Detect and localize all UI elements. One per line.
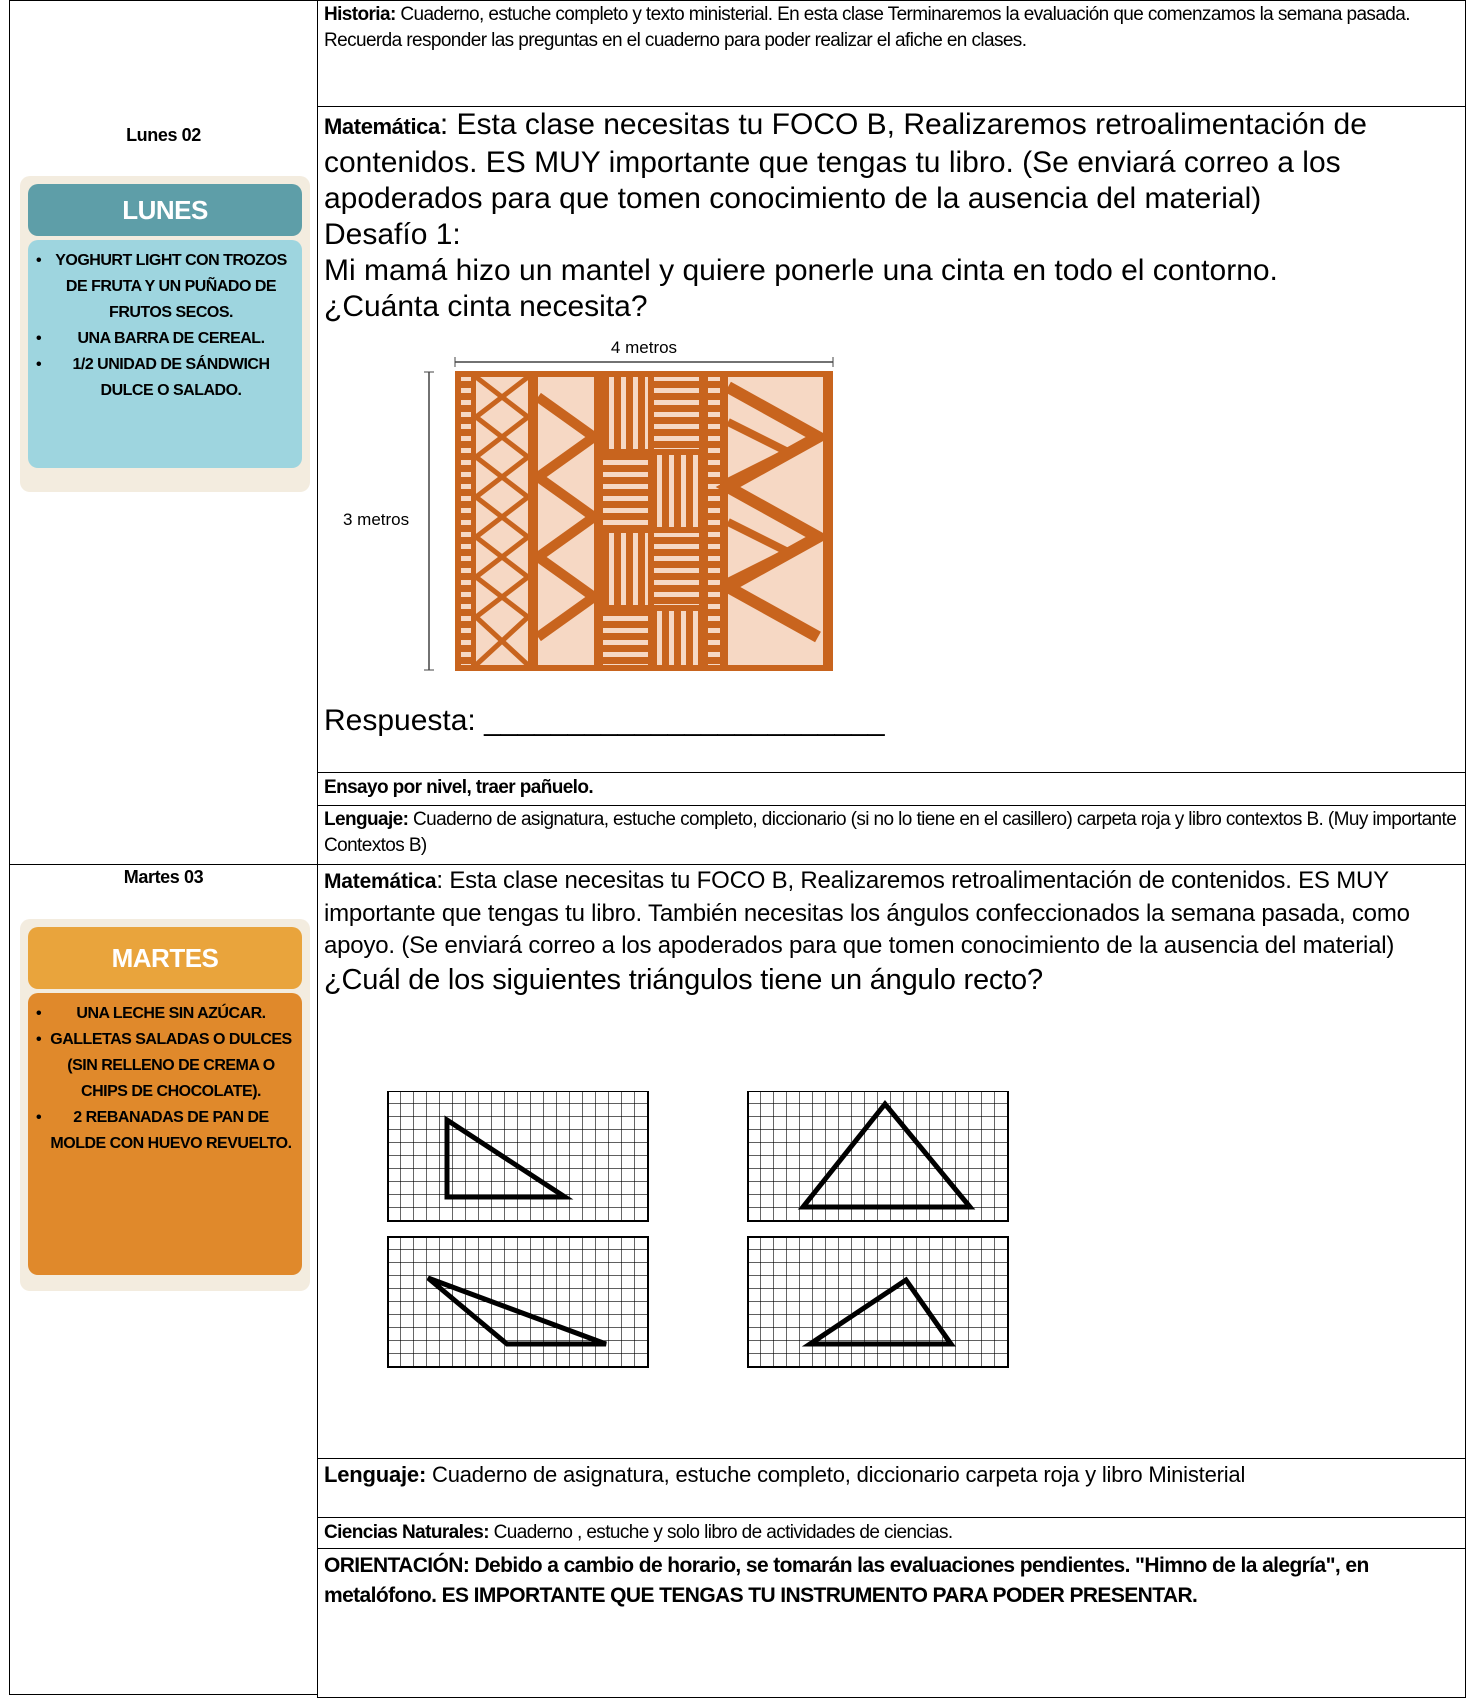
graphic xyxy=(444,1115,574,1200)
graphic xyxy=(747,1236,1009,1368)
card-item: UNA BARRA DE CEREAL. xyxy=(36,326,294,352)
subject-label: Matemática xyxy=(324,870,437,893)
subject-cell: Ensayo por nivel, traer pañuelo. xyxy=(317,772,1466,806)
snack-card: LUNES YOGHURT LIGHT CON TROZOS DE FRUTA … xyxy=(20,176,310,492)
graphic xyxy=(461,377,471,665)
answer-line: Respuesta: ________________________ xyxy=(324,704,885,737)
subject-body: Matemática: Esta clase necesitas tu FOCO… xyxy=(324,865,1459,962)
triangles-figure xyxy=(387,1091,1009,1368)
graphic xyxy=(603,377,648,449)
card-body: YOGHURT LIGHT CON TROZOS DE FRUTA Y UN P… xyxy=(28,240,302,468)
snack-card: MARTES UNA LECHE SIN AZÚCAR. GALLETAS SA… xyxy=(20,919,310,1291)
graphic xyxy=(603,455,648,527)
graphic xyxy=(801,1276,956,1347)
card-title: LUNES xyxy=(28,184,302,236)
subject-label: Matemática xyxy=(324,114,440,139)
graphic xyxy=(708,377,720,665)
tablecloth-figure: 4 metros 3 metros xyxy=(343,338,834,671)
card-item: UNA LECHE SIN AZÚCAR. xyxy=(36,1001,294,1027)
graphic xyxy=(387,1236,649,1368)
subject-text: Cuaderno de asignatura, estuche completo… xyxy=(426,1462,1246,1487)
subject-cell: Lenguaje: Cuaderno de asignatura, estuch… xyxy=(317,1458,1466,1518)
graphic xyxy=(797,1100,976,1210)
subject-label: Ensayo por nivel, traer pañuelo. xyxy=(324,777,594,798)
subject-cell: Ciencias Naturales: Cuaderno , estuche y… xyxy=(317,1517,1466,1549)
subject-label: Lenguaje: xyxy=(324,1462,427,1487)
graphic xyxy=(603,611,648,665)
graphic xyxy=(387,1091,649,1222)
graphic xyxy=(426,1275,607,1347)
subject-text: Cuaderno, estuche completo y texto minis… xyxy=(324,4,1411,51)
graphic xyxy=(654,611,699,665)
question: Mi mamá hizo un mantel y quiere ponerle … xyxy=(324,254,1278,287)
card-item: 1/2 UNIDAD DE SÁNDWICH DULCE O SALADO. xyxy=(36,352,294,404)
graphic xyxy=(654,455,699,527)
graphic xyxy=(529,392,603,642)
graphic xyxy=(747,1091,1009,1222)
card-list: YOGHURT LIGHT CON TROZOS DE FRUTA Y UN P… xyxy=(36,248,294,404)
subject-cell: Lenguaje: Cuaderno de asignatura, estuch… xyxy=(317,805,1466,865)
subject-label: Historia: xyxy=(324,4,396,25)
graphic xyxy=(726,518,797,586)
subject-label: Ciencias Naturales: xyxy=(324,1522,490,1543)
graphic xyxy=(387,1091,649,1222)
height-label: 3 metros xyxy=(343,510,409,529)
subject-text: : Esta clase necesitas tu FOCO B, Realiz… xyxy=(324,108,1367,215)
subject-cell: Historia: Cuaderno, estuche completo y t… xyxy=(317,0,1466,107)
subject-text: Cuaderno , estuche y solo libro de activ… xyxy=(488,1522,954,1543)
subject-label: Lenguaje: xyxy=(324,809,409,830)
subject-text: Cuaderno de asignatura, estuche completo… xyxy=(324,809,1457,856)
subject-cell: Matemática: Esta clase necesitas tu FOCO… xyxy=(317,864,1466,1459)
question: ¿Cuánta cinta necesita? xyxy=(324,290,648,323)
width-label: 4 metros xyxy=(611,338,677,357)
card-item: GALLETAS SALADAS O DULCES (SIN RELLENO D… xyxy=(36,1027,294,1105)
card-item: 2 REBANADAS DE PAN DE MOLDE CON HUEVO RE… xyxy=(36,1105,294,1157)
card-body: UNA LECHE SIN AZÚCAR. GALLETAS SALADAS O… xyxy=(28,993,302,1275)
card-item: YOGHURT LIGHT CON TROZOS DE FRUTA Y UN P… xyxy=(36,248,294,326)
graphic xyxy=(471,375,533,667)
subject-text: : Esta clase necesitas tu FOCO B, Realiz… xyxy=(324,867,1410,959)
graphic xyxy=(747,1236,1009,1368)
card-list: UNA LECHE SIN AZÚCAR. GALLETAS SALADAS O… xyxy=(36,1001,294,1157)
question: ¿Cuál de los siguientes triángulos tiene… xyxy=(324,964,1043,996)
subject-cell: ORIENTACIÓN: Debido a cambio de horario,… xyxy=(317,1548,1466,1698)
subject-cell: Matemática: Esta clase necesitas tu FOCO… xyxy=(317,106,1466,773)
subject-label: ORIENTACIÓN: Debido a cambio de horario,… xyxy=(324,1554,1369,1607)
graphic xyxy=(726,418,797,486)
subject-body: Matemática: Esta clase necesitas tu FOCO… xyxy=(324,107,1459,217)
graphic xyxy=(603,533,648,605)
challenge-title: Desafío 1: xyxy=(324,218,461,251)
day-cell: Lunes 02 LUNES YOGHURT LIGHT CON TROZOS … xyxy=(9,0,318,865)
graphic xyxy=(387,1236,649,1368)
graphic xyxy=(654,533,699,605)
day-label: Lunes 02 xyxy=(126,125,201,145)
day-label: Martes 03 xyxy=(123,867,204,887)
graphic xyxy=(715,381,831,643)
day-cell: Martes 03 MARTES UNA LECHE SIN AZÚCAR. G… xyxy=(9,864,318,1695)
card-title: MARTES xyxy=(28,927,302,989)
graphic xyxy=(654,377,699,449)
